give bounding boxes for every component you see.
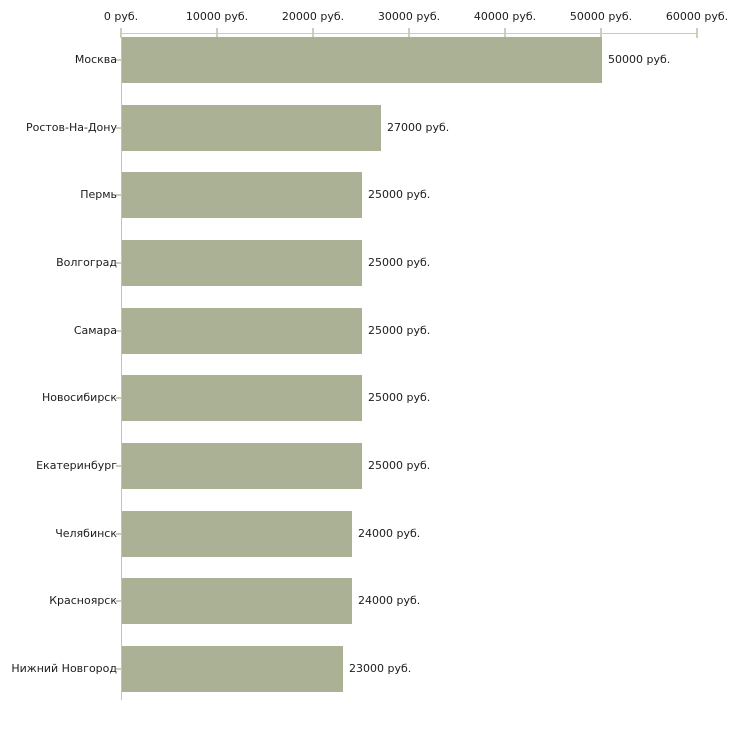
bar [122, 578, 352, 624]
value-label: 50000 руб. [608, 53, 671, 66]
value-label: 27000 руб. [387, 121, 450, 134]
y-tick-mark [116, 465, 121, 467]
category-label: Волгоград [56, 256, 117, 269]
x-tick-label: 40000 руб. [473, 10, 537, 23]
bar [122, 646, 343, 692]
bar [122, 240, 362, 286]
value-label: 25000 руб. [368, 256, 431, 269]
x-tick-mark [216, 28, 218, 38]
bar [122, 308, 362, 354]
y-tick-mark [116, 397, 121, 399]
category-label: Красноярск [49, 594, 117, 607]
category-label: Ростов-На-Дону [25, 121, 117, 134]
category-label: Новосибирск [41, 391, 117, 404]
y-tick-mark [116, 194, 121, 196]
x-tick-label: 60000 руб. [665, 10, 729, 23]
x-tick-mark [120, 28, 122, 38]
category-label: Челябинск [55, 527, 117, 540]
x-tick-label: 0 руб. [103, 10, 139, 23]
value-label: 25000 руб. [368, 188, 431, 201]
bar [122, 105, 381, 151]
x-tick-mark [696, 28, 698, 38]
x-tick-label: 50000 руб. [569, 10, 633, 23]
bar [122, 172, 362, 218]
value-label: 25000 руб. [368, 324, 431, 337]
y-axis-line [121, 33, 122, 700]
value-label: 24000 руб. [358, 527, 421, 540]
y-tick-mark [116, 600, 121, 602]
x-tick-label: 10000 руб. [185, 10, 249, 23]
bar [122, 511, 352, 557]
y-tick-mark [116, 533, 121, 535]
bar [122, 443, 362, 489]
value-label: 25000 руб. [368, 459, 431, 472]
bar [122, 375, 362, 421]
x-tick-mark [312, 28, 314, 38]
y-tick-mark [116, 262, 121, 264]
category-label: Пермь [80, 188, 117, 201]
x-tick-mark [504, 28, 506, 38]
value-label: 24000 руб. [358, 594, 421, 607]
x-tick-label: 20000 руб. [281, 10, 345, 23]
y-tick-mark [116, 59, 121, 61]
y-tick-mark [116, 127, 121, 129]
y-tick-mark [116, 330, 121, 332]
category-label: Нижний Новгород [11, 662, 117, 675]
bar [122, 37, 602, 83]
value-label: 25000 руб. [368, 391, 431, 404]
category-label: Москва [74, 53, 117, 66]
value-label: 23000 руб. [349, 662, 412, 675]
category-label: Екатеринбург [36, 459, 117, 472]
y-tick-mark [116, 668, 121, 670]
x-tick-mark [600, 28, 602, 38]
category-label: Самара [73, 324, 117, 337]
x-tick-label: 30000 руб. [377, 10, 441, 23]
x-tick-mark [408, 28, 410, 38]
